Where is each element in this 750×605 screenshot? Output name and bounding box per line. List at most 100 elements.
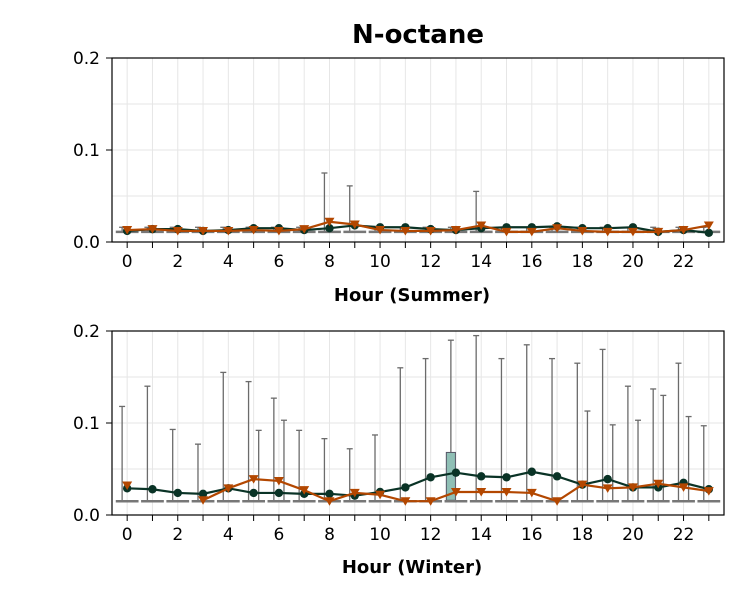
data-point	[325, 489, 334, 499]
x-tick-label: 8	[324, 525, 335, 545]
data-point	[501, 227, 512, 237]
x-tick-label: 14	[470, 252, 492, 272]
data-point	[653, 227, 664, 237]
x-tick-label: 2	[172, 252, 183, 272]
data-point	[173, 488, 182, 498]
data-point	[526, 488, 537, 498]
x-tick-label: 6	[273, 525, 284, 545]
data-point	[450, 488, 461, 497]
y-tick-label: 0.0	[73, 506, 100, 526]
x-tick-label: 16	[521, 525, 543, 545]
chart-title: N-octane	[352, 20, 484, 50]
data-point	[450, 226, 461, 235]
data-point	[526, 227, 537, 237]
data-point	[552, 224, 563, 233]
y-tick-label: 0.1	[73, 141, 100, 161]
y-tick-label: 0.1	[73, 414, 100, 434]
data-point	[527, 467, 537, 476]
data-point	[349, 220, 360, 230]
data-point	[678, 483, 689, 492]
data-point	[653, 479, 664, 489]
data-point	[627, 227, 638, 237]
data-point	[552, 472, 562, 481]
data-point	[122, 481, 133, 491]
data-point	[476, 488, 487, 497]
data-point	[425, 497, 436, 506]
x-tick-label: 0	[122, 525, 133, 545]
data-point	[273, 226, 284, 236]
x-tick-label: 12	[420, 252, 442, 272]
data-point	[223, 484, 234, 493]
data-point	[552, 497, 563, 506]
y-tick-label: 0.2	[73, 322, 100, 342]
data-point	[501, 488, 512, 497]
data-point	[400, 226, 411, 236]
data-point	[223, 226, 234, 236]
x-tick-label: 10	[369, 525, 391, 545]
data-point	[401, 483, 410, 492]
x-tick-label: 20	[622, 252, 644, 272]
data-point	[248, 475, 259, 484]
data-point	[451, 468, 461, 477]
data-point	[148, 485, 157, 494]
data-point	[627, 483, 638, 492]
x-tick-label: 2	[172, 525, 183, 545]
data-point	[477, 472, 486, 481]
x-tick-label: 18	[572, 525, 594, 545]
data-point	[198, 226, 209, 236]
x-tick-label: 4	[223, 252, 234, 272]
data-point	[274, 488, 284, 498]
data-point	[704, 228, 714, 237]
x-tick-label: 4	[223, 525, 234, 545]
x-tick-label: 20	[622, 525, 644, 545]
x-tick-label: 0	[122, 252, 133, 272]
x-axis-label: Hour (Winter)	[342, 557, 482, 578]
x-tick-label: 10	[369, 252, 391, 272]
x-tick-label: 22	[673, 525, 695, 545]
data-point	[375, 490, 386, 500]
x-tick-label: 22	[673, 252, 695, 272]
data-point	[425, 226, 436, 236]
data-point	[324, 217, 335, 227]
winter-panel: 0 2 4 6 8 10 12 14 16 18 20 22 0.0 0.1 0.2 Hour (Winter…	[73, 322, 725, 578]
y-tick-label: 0.0	[73, 233, 100, 253]
data-point	[249, 488, 258, 498]
data-point	[703, 487, 714, 496]
x-axis-label: Hour (Summer)	[334, 285, 490, 306]
data-point	[577, 226, 588, 236]
y-tick-label: 0.2	[73, 49, 100, 69]
data-point	[324, 497, 335, 506]
data-point	[602, 484, 613, 493]
x-tick-label: 16	[521, 252, 543, 272]
data-point	[603, 474, 612, 484]
x-tick-label: 14	[470, 525, 492, 545]
data-point	[476, 221, 487, 230]
data-point	[349, 488, 360, 498]
data-point	[198, 489, 208, 499]
x-tick-label: 6	[273, 252, 284, 272]
data-point	[577, 480, 588, 490]
data-point	[678, 226, 689, 235]
summer-panel: 0 2 4 6 8 10 12 14 16 18 20 22 0.0 0.1 0.2 Hour (Summer…	[73, 49, 725, 306]
data-point	[325, 224, 334, 233]
data-point	[502, 473, 511, 482]
data-point	[400, 497, 411, 506]
data-point	[299, 225, 310, 234]
data-point	[273, 476, 284, 486]
series-line	[127, 470, 710, 497]
data-point	[426, 473, 435, 482]
x-tick-label: 8	[324, 252, 335, 272]
data-point	[248, 226, 259, 235]
data-point	[375, 226, 386, 235]
data-point	[299, 486, 310, 495]
data-point	[147, 225, 158, 234]
data-point	[602, 227, 613, 237]
data-point	[703, 221, 714, 230]
data-point	[172, 226, 183, 236]
data-point	[198, 496, 209, 505]
x-tick-label: 12	[420, 525, 442, 545]
data-point	[122, 226, 133, 235]
series-line	[127, 220, 710, 233]
